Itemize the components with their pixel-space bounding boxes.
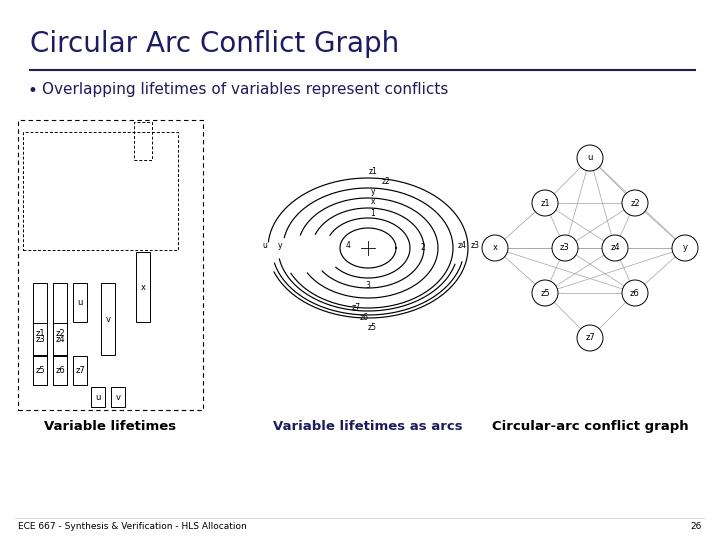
- Text: 2: 2: [420, 244, 426, 253]
- Bar: [33, 283, 47, 385]
- Bar: [136, 252, 150, 322]
- Text: u: u: [263, 240, 267, 249]
- Text: z6: z6: [359, 313, 369, 322]
- Circle shape: [532, 280, 558, 306]
- Text: z1: z1: [369, 167, 377, 176]
- Text: z2: z2: [382, 177, 390, 186]
- Text: z4: z4: [610, 244, 620, 253]
- Bar: [111, 387, 125, 407]
- Text: 3: 3: [366, 281, 370, 290]
- Bar: [101, 283, 115, 355]
- Text: z2: z2: [55, 329, 65, 339]
- Text: Circular Arc Conflict Graph: Circular Arc Conflict Graph: [30, 30, 400, 58]
- Text: x: x: [492, 244, 498, 253]
- Circle shape: [602, 235, 628, 261]
- Bar: [53, 283, 67, 385]
- Circle shape: [532, 190, 558, 216]
- Text: z3: z3: [35, 334, 45, 343]
- Text: z6: z6: [630, 288, 640, 298]
- Circle shape: [622, 190, 648, 216]
- Bar: [73, 356, 87, 385]
- Text: z1: z1: [540, 199, 550, 207]
- Text: Variable lifetimes: Variable lifetimes: [45, 420, 176, 433]
- Text: ECE 667 - Synthesis & Verification - HLS Allocation: ECE 667 - Synthesis & Verification - HLS…: [18, 522, 247, 531]
- Text: y: y: [683, 244, 688, 253]
- Bar: [33, 323, 47, 355]
- Text: Variable lifetimes as arcs: Variable lifetimes as arcs: [273, 420, 463, 433]
- Text: z2: z2: [630, 199, 640, 207]
- Text: y: y: [278, 240, 282, 249]
- Circle shape: [552, 235, 578, 261]
- Text: u: u: [77, 298, 83, 307]
- Bar: [23, 132, 178, 250]
- Text: 1: 1: [371, 209, 375, 218]
- Text: z6: z6: [55, 366, 65, 375]
- Bar: [18, 120, 203, 410]
- Bar: [53, 356, 67, 385]
- Text: x: x: [140, 282, 145, 292]
- Circle shape: [577, 325, 603, 351]
- Circle shape: [482, 235, 508, 261]
- Text: u: u: [95, 393, 101, 402]
- Text: z3: z3: [560, 244, 570, 253]
- Text: z3: z3: [471, 240, 480, 249]
- Bar: [73, 283, 87, 322]
- Circle shape: [672, 235, 698, 261]
- Text: v: v: [115, 393, 120, 402]
- Text: v: v: [106, 314, 110, 323]
- Text: z4: z4: [55, 334, 65, 343]
- Bar: [91, 387, 105, 407]
- Text: Circular-arc conflict graph: Circular-arc conflict graph: [492, 420, 688, 433]
- Text: z7: z7: [351, 303, 361, 312]
- Text: z4: z4: [458, 240, 467, 249]
- Text: •: •: [28, 82, 38, 100]
- Text: z5: z5: [367, 323, 377, 332]
- Text: 26: 26: [690, 522, 702, 531]
- Text: z5: z5: [35, 366, 45, 375]
- Circle shape: [622, 280, 648, 306]
- Text: z1: z1: [35, 329, 45, 339]
- Text: u: u: [588, 153, 593, 163]
- Text: z7: z7: [585, 334, 595, 342]
- Text: x: x: [371, 197, 375, 206]
- Bar: [33, 356, 47, 385]
- Bar: [134, 122, 152, 160]
- Text: y: y: [371, 187, 375, 196]
- Circle shape: [577, 145, 603, 171]
- Text: Overlapping lifetimes of variables represent conflicts: Overlapping lifetimes of variables repre…: [42, 82, 449, 97]
- Text: 4: 4: [346, 240, 351, 249]
- Bar: [53, 323, 67, 355]
- Text: z7: z7: [75, 366, 85, 375]
- Text: z5: z5: [540, 288, 550, 298]
